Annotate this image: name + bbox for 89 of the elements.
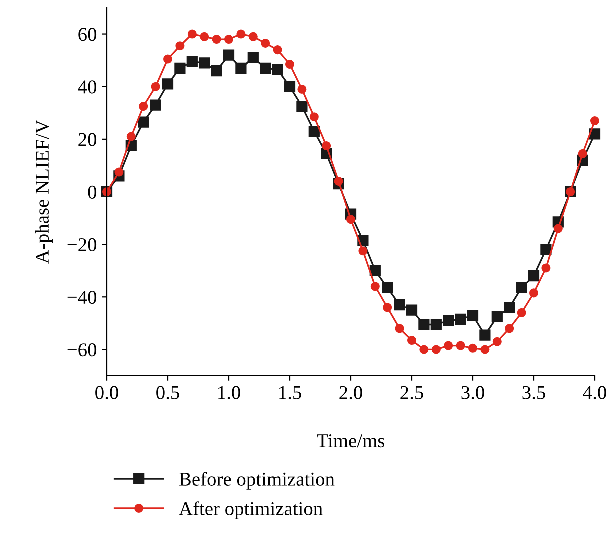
- point: [467, 310, 479, 322]
- point: [248, 52, 259, 64]
- point: [542, 264, 551, 273]
- point: [590, 116, 600, 126]
- point: [223, 50, 235, 61]
- point: [418, 319, 430, 330]
- point: [516, 282, 528, 294]
- point: [174, 62, 186, 74]
- x-tick-label: 1.0: [218, 386, 240, 400]
- point: [407, 336, 417, 346]
- point: [151, 82, 160, 92]
- point: [261, 38, 270, 48]
- point: [456, 341, 466, 350]
- x-tick-label: 2.5: [400, 386, 424, 400]
- point: [432, 345, 441, 354]
- y-axis-title: A-phase NLIEF/V: [35, 120, 53, 264]
- point: [236, 30, 246, 39]
- point: [176, 42, 185, 51]
- legend-label: After optimization: [179, 502, 323, 520]
- point: [296, 101, 308, 112]
- point: [260, 62, 272, 74]
- y-tick-label: −20: [68, 238, 97, 252]
- point: [248, 32, 258, 42]
- point: [529, 288, 539, 298]
- x-tick-label: 0.0: [96, 386, 118, 400]
- point: [455, 314, 466, 326]
- point: [284, 81, 296, 92]
- y-tick-label: 0: [88, 186, 97, 199]
- point: [420, 345, 429, 354]
- point: [150, 100, 162, 111]
- point: [236, 62, 247, 74]
- point: [528, 270, 540, 282]
- point: [212, 35, 222, 44]
- point: [139, 102, 148, 112]
- x-tick-label: 2.0: [340, 386, 362, 400]
- y-tick-label: 20: [78, 133, 97, 146]
- point: [492, 311, 503, 322]
- point: [370, 265, 381, 276]
- y-tick-label: −40: [68, 290, 97, 304]
- point: [162, 78, 174, 90]
- point: [430, 319, 442, 330]
- point: [394, 299, 406, 311]
- y-tick-label: 60: [78, 28, 97, 42]
- point: [468, 344, 478, 353]
- x-tick-label: 1.5: [280, 386, 302, 400]
- point: [382, 282, 394, 294]
- point: [114, 168, 124, 177]
- point: [322, 141, 332, 151]
- point: [505, 324, 514, 334]
- point: [285, 60, 295, 70]
- point: [444, 341, 454, 350]
- point: [480, 345, 490, 354]
- legend-label: Before optimization: [180, 472, 335, 490]
- point: [492, 337, 502, 346]
- point: [200, 32, 210, 42]
- point: [273, 46, 282, 55]
- point: [383, 303, 392, 312]
- point: [186, 56, 198, 68]
- point: [224, 35, 234, 44]
- point: [163, 54, 173, 64]
- point: [517, 308, 526, 318]
- x-tick-label: 0.5: [156, 386, 180, 400]
- point: [199, 58, 210, 69]
- point: [272, 64, 284, 76]
- point: [504, 302, 516, 314]
- point: [406, 304, 418, 316]
- point: [443, 315, 454, 326]
- point: [370, 282, 380, 292]
- point: [358, 246, 368, 256]
- point: [126, 132, 136, 142]
- point: [334, 176, 344, 186]
- y-tick-label: −60: [68, 344, 97, 357]
- point: [480, 330, 491, 341]
- x-tick-label: 3.0: [462, 386, 484, 400]
- point: [308, 126, 320, 138]
- point: [298, 84, 307, 94]
- y-tick-label: 40: [78, 80, 97, 94]
- x-tick-label: 4.0: [583, 386, 606, 400]
- point: [188, 30, 197, 39]
- point: [310, 112, 319, 122]
- x-axis-title: Time/ms: [317, 434, 385, 448]
- point: [554, 224, 563, 234]
- point: [540, 244, 552, 256]
- point: [346, 215, 356, 224]
- point: [395, 324, 404, 334]
- point: [138, 116, 150, 128]
- x-tick-label: 3.5: [522, 386, 546, 400]
- point: [211, 66, 222, 77]
- point: [578, 149, 588, 158]
